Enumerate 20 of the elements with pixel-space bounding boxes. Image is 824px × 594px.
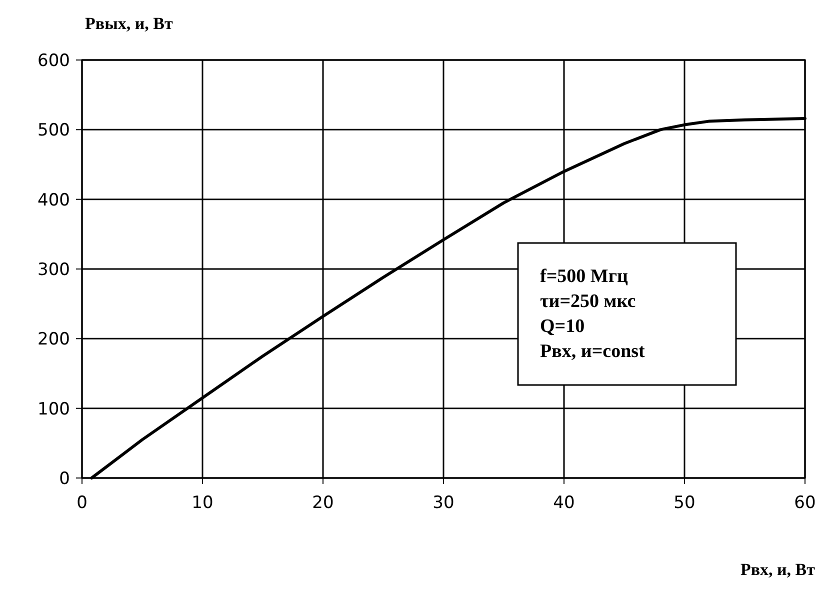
y-tick-label: 500 — [38, 120, 70, 141]
annotation: τи=250 мкс — [540, 291, 636, 312]
x-tick-label: 20 — [312, 493, 334, 513]
y-tick-label: 600 — [38, 51, 70, 71]
x-tick-label: 0 — [76, 493, 88, 513]
y-axis-title: Рвых, и, Вт — [85, 14, 174, 33]
y-tick-label: 100 — [38, 399, 70, 420]
annotation: f=500 Мгц — [540, 266, 628, 287]
x-tick-label: 50 — [674, 493, 696, 513]
x-tick-label: 30 — [432, 493, 454, 513]
x-tick-label: 60 — [794, 493, 816, 513]
x-tick-label: 40 — [553, 493, 575, 513]
x-tick-label: 10 — [192, 493, 214, 513]
y-tick-label: 0 — [59, 469, 70, 489]
annotation: Q=10 — [540, 316, 585, 337]
y-tick-label: 400 — [38, 190, 70, 210]
y-tick-label: 200 — [38, 330, 70, 350]
annotation: Рвх, и=const — [540, 341, 646, 362]
y-tick-label: 300 — [38, 260, 70, 280]
x-axis-title: Рвх, и, Вт — [740, 560, 816, 579]
